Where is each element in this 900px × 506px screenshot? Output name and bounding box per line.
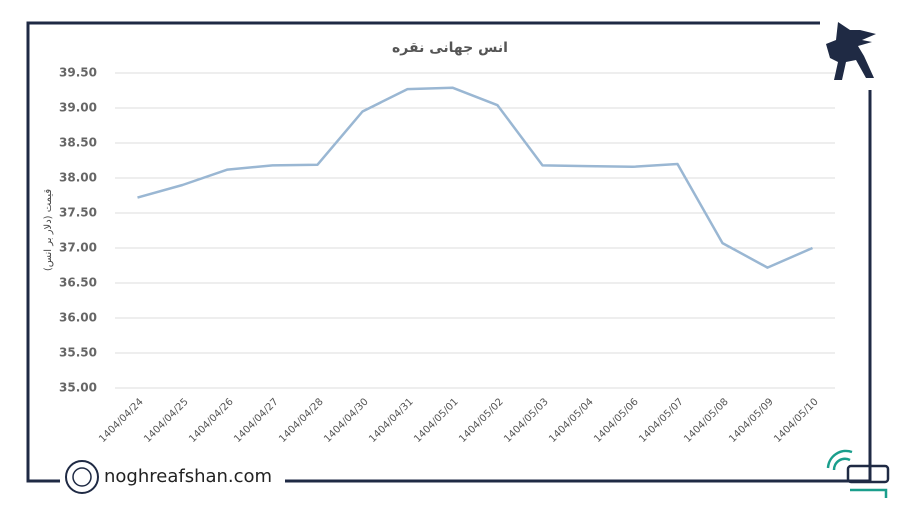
- x-tick-label: 1404/05/03: [502, 396, 551, 445]
- corner-logo: [826, 449, 890, 498]
- data-line: [137, 86, 813, 269]
- x-tick-label: 1404/04/26: [187, 396, 236, 445]
- x-tick-label: 1404/04/31: [367, 396, 416, 445]
- chart-title: انس جهانی نقره: [392, 40, 508, 56]
- y-tick-label: 36.50: [59, 276, 97, 290]
- y-tick-label: 39.50: [59, 66, 97, 80]
- globe-icon: [65, 460, 99, 494]
- x-tick-label: 1404/04/30: [322, 396, 371, 445]
- x-tick-label: 1404/05/06: [592, 396, 641, 445]
- logo: [826, 22, 876, 80]
- y-tick-label: 37.50: [59, 206, 97, 220]
- logo-box: [846, 464, 890, 484]
- x-tick-label: 1404/05/02: [457, 396, 506, 445]
- signal-arc: [832, 457, 851, 471]
- logo-stroke: [850, 488, 888, 498]
- logo-shape: [826, 22, 876, 80]
- x-tick-label: 1404/05/04: [547, 396, 596, 445]
- website: noghreafshan.com: [104, 466, 272, 487]
- x-tick-label: 1404/04/25: [142, 396, 191, 445]
- x-tick-label: 1404/05/08: [682, 396, 731, 445]
- x-tick-label: 1404/04/28: [277, 396, 326, 445]
- x-tick-label: 1404/04/24: [97, 396, 146, 445]
- x-tick-label: 1404/05/10: [772, 396, 821, 445]
- y-tick-label: 38.00: [59, 171, 97, 185]
- y-tick-label: 37.00: [59, 241, 97, 255]
- y-tick-label: 35.50: [59, 346, 97, 360]
- frame-line: [26, 21, 820, 483]
- x-tick-label: 1404/05/09: [727, 396, 776, 445]
- x-tick-label: 1404/05/01: [412, 396, 461, 445]
- y-tick-label: 35.00: [59, 381, 97, 395]
- y-tick-label: 39.00: [59, 101, 97, 115]
- y-tick-label: 38.50: [59, 136, 97, 150]
- globe-icon: [72, 467, 92, 487]
- x-tick-label: 1404/04/27: [232, 396, 281, 445]
- signal-arc: [826, 449, 853, 469]
- y-tick-label: 36.00: [59, 311, 97, 325]
- plot: 35.00 35.50 36.00 36.50 37.00 37.50 38.00 38.50…: [59, 66, 835, 445]
- x-tick-label: 1404/05/07: [637, 396, 686, 445]
- y-axis-label: قیمت (دلار بر انس): [43, 189, 54, 272]
